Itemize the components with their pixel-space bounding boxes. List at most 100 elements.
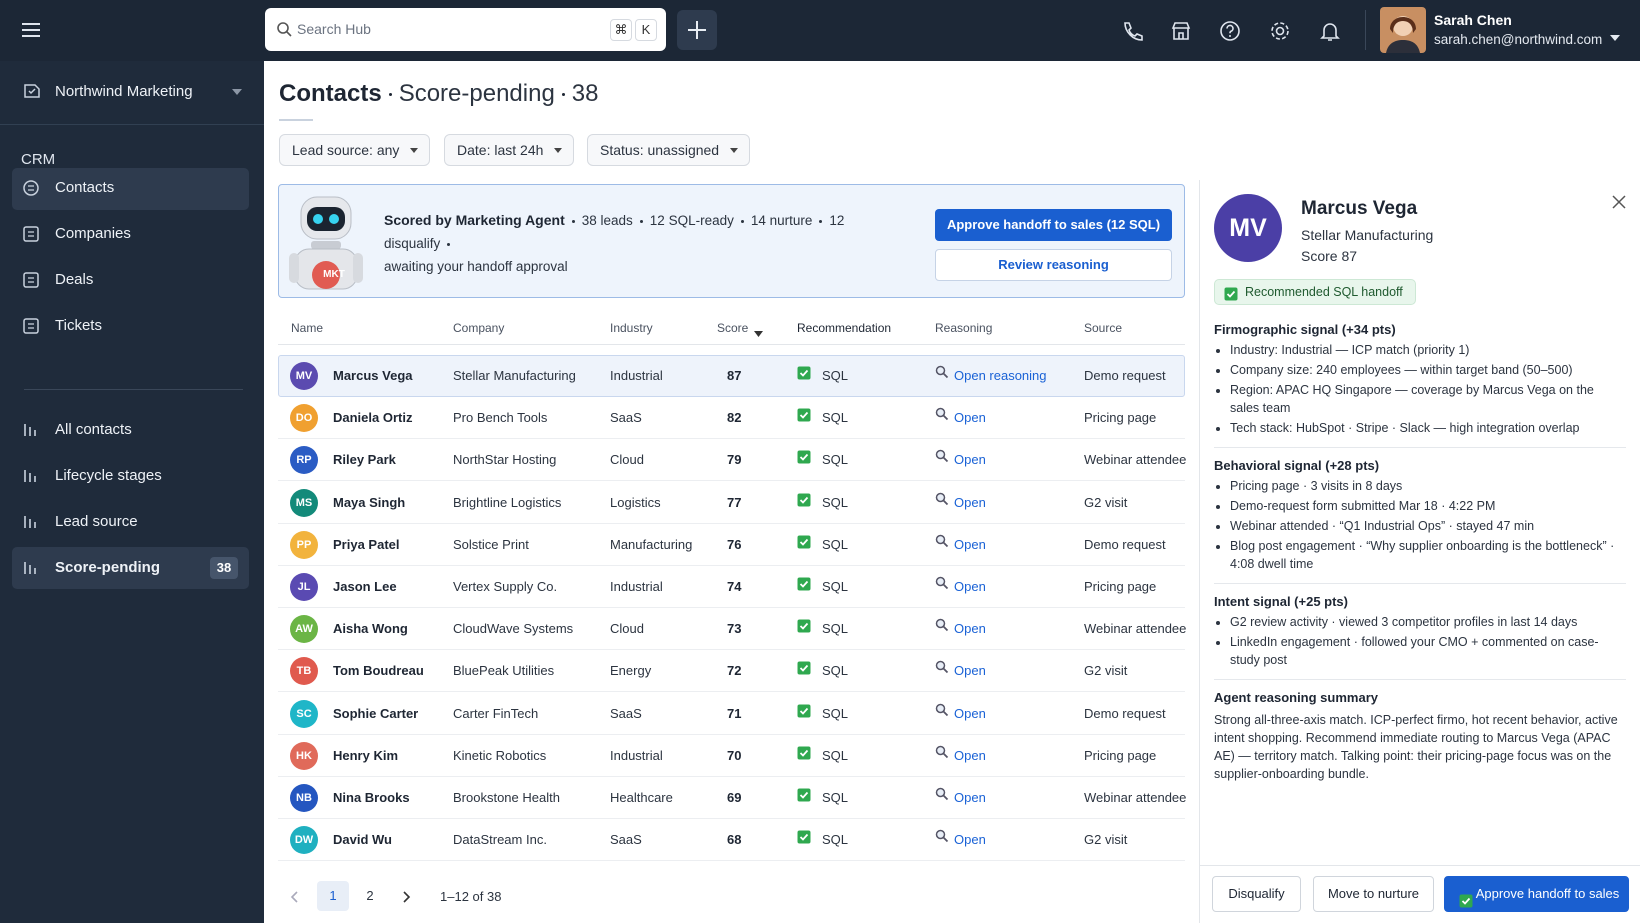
contact-name[interactable]: Tom Boudreau (333, 663, 424, 679)
reasoning-link[interactable]: Open (954, 663, 986, 679)
prev-page (290, 890, 298, 903)
marketplace-icon[interactable] (1170, 20, 1192, 42)
reasoning-link[interactable]: Open (954, 832, 986, 848)
menu-icon[interactable] (20, 20, 42, 40)
nav-label[interactable]: Deals (55, 271, 94, 288)
table-row[interactable] (278, 819, 1185, 862)
nav-label[interactable]: Tickets (55, 317, 102, 334)
help-icon[interactable] (1219, 20, 1241, 42)
view-label[interactable]: Score-pending (55, 559, 161, 576)
column-header: Industry (610, 321, 653, 335)
contact-name[interactable]: Jason Lee (333, 579, 397, 594)
phone-icon[interactable] (1121, 20, 1143, 42)
recommendation: SQL (822, 410, 849, 426)
section-title: Firmographic signal (+34 pts) (1214, 322, 1396, 337)
banner-title: Scored by Marketing Agent (384, 212, 565, 228)
contact-name[interactable]: David Wu (333, 832, 392, 848)
contact-name[interactable]: Nina Brooks (333, 790, 410, 805)
filter-chip[interactable]: Date: last 24h (444, 134, 575, 166)
table-row[interactable] (278, 777, 1185, 819)
reasoning-link[interactable]: Open reasoning (954, 368, 1047, 383)
reasoning-link[interactable]: Open (954, 621, 986, 637)
check-icon (797, 788, 811, 802)
view-item-active[interactable] (12, 547, 249, 589)
contact-name[interactable]: Maya Singh (333, 494, 406, 510)
score: 82 (727, 410, 742, 426)
reasoning-link[interactable]: Open (954, 747, 986, 763)
workspace-name[interactable]: Northwind Marketing (55, 83, 193, 100)
detail-avatar: MV (1214, 194, 1282, 262)
view-label[interactable]: Lifecycle stages (55, 467, 162, 484)
score: 79 (727, 452, 742, 468)
detail-sections: Firmographic signal (+34 pts) Industry: I… (1214, 312, 1626, 783)
contact-name[interactable]: Riley Park (333, 452, 396, 468)
section-title: Agent reasoning summary (1214, 690, 1378, 705)
notifications-icon[interactable] (1319, 20, 1341, 42)
search-box[interactable]: Search Hub ⌘ K (265, 8, 666, 51)
action-button[interactable]: Move to nurture (1313, 876, 1434, 912)
table-row[interactable] (278, 439, 1185, 482)
user-avatar[interactable] (1380, 7, 1426, 53)
reasoning-link[interactable]: Open (954, 705, 986, 721)
banner-text: Scored by Marketing Agent 38 leads 12 SQL-… (384, 209, 894, 278)
table-row[interactable] (278, 397, 1185, 440)
banner-stat: 12 disqualify (384, 213, 845, 251)
view-label[interactable]: Lead source (55, 513, 138, 530)
row-avatar: SC (290, 699, 318, 728)
user-menu-caret[interactable] (1610, 34, 1620, 42)
review-button[interactable]: Review reasoning (935, 249, 1172, 281)
reasoning-link[interactable]: Open (954, 579, 986, 594)
contact-name[interactable]: Sophie Carter (333, 705, 419, 721)
row-avatar: TB (290, 657, 318, 686)
score: 76 (727, 536, 742, 552)
source: Webinar attendee (1084, 790, 1187, 805)
industry: SaaS (610, 705, 642, 721)
check-icon-glyph (1459, 894, 1473, 908)
approve-all-button[interactable]: Approve handoff to sales (12 SQL) (935, 209, 1172, 241)
contact-name[interactable]: Priya Patel (333, 536, 400, 552)
column-header: Reasoning (935, 321, 993, 335)
table-row[interactable] (278, 355, 1185, 397)
nav-icon-glyph (23, 272, 39, 288)
view-label[interactable]: All contacts (55, 421, 132, 438)
filter-chip[interactable]: Status: unassigned (587, 134, 751, 166)
recommendation: SQL (822, 747, 849, 763)
table-row[interactable] (278, 650, 1185, 693)
nav-label[interactable]: Contacts (55, 179, 115, 196)
contact-name[interactable]: Daniela Ortiz (333, 410, 413, 426)
reasoning-link[interactable]: Open (954, 790, 986, 805)
page-number[interactable]: 1 (317, 881, 349, 911)
action-label: Approve handoff to sales (1475, 886, 1620, 901)
summary-text: Strong all-three-axis match. ICP-perfect… (1214, 713, 1618, 781)
table-row[interactable] (278, 735, 1185, 777)
reasoning-link[interactable]: Open (954, 536, 986, 552)
action-button[interactable]: Disqualify (1212, 876, 1301, 912)
contact-name[interactable]: Henry Kim (333, 747, 399, 763)
reasoning-link[interactable]: Open (954, 410, 986, 426)
nav-item-active[interactable] (12, 168, 249, 210)
separator (571, 219, 575, 223)
reasoning-link[interactable]: Open (954, 452, 986, 468)
close-icon[interactable] (1611, 194, 1627, 210)
settings-icon[interactable] (1269, 20, 1291, 42)
table-row[interactable] (278, 524, 1185, 566)
table-row[interactable] (278, 566, 1185, 608)
add-button[interactable] (677, 10, 717, 50)
nav-label[interactable]: Companies (55, 225, 131, 242)
company: Solstice Print (453, 536, 529, 552)
reasoning-icon-glyph (935, 492, 949, 505)
table-row[interactable] (278, 608, 1185, 651)
table-row[interactable] (278, 482, 1185, 524)
contact-name[interactable]: Marcus Vega (333, 368, 413, 383)
check-icon (797, 830, 811, 844)
contact-name[interactable]: Aisha Wong (333, 621, 408, 637)
reasoning-link[interactable]: Open (954, 494, 986, 510)
column-header[interactable]: Score (717, 321, 749, 335)
filter-chip[interactable]: Lead source: any (279, 134, 431, 166)
workspace-caret[interactable] (232, 89, 242, 96)
action-button[interactable]: Approve handoff to sales (1444, 876, 1629, 912)
page-number[interactable]: 2 (366, 888, 374, 903)
table-row[interactable] (278, 693, 1185, 735)
nav-icon (22, 317, 40, 335)
